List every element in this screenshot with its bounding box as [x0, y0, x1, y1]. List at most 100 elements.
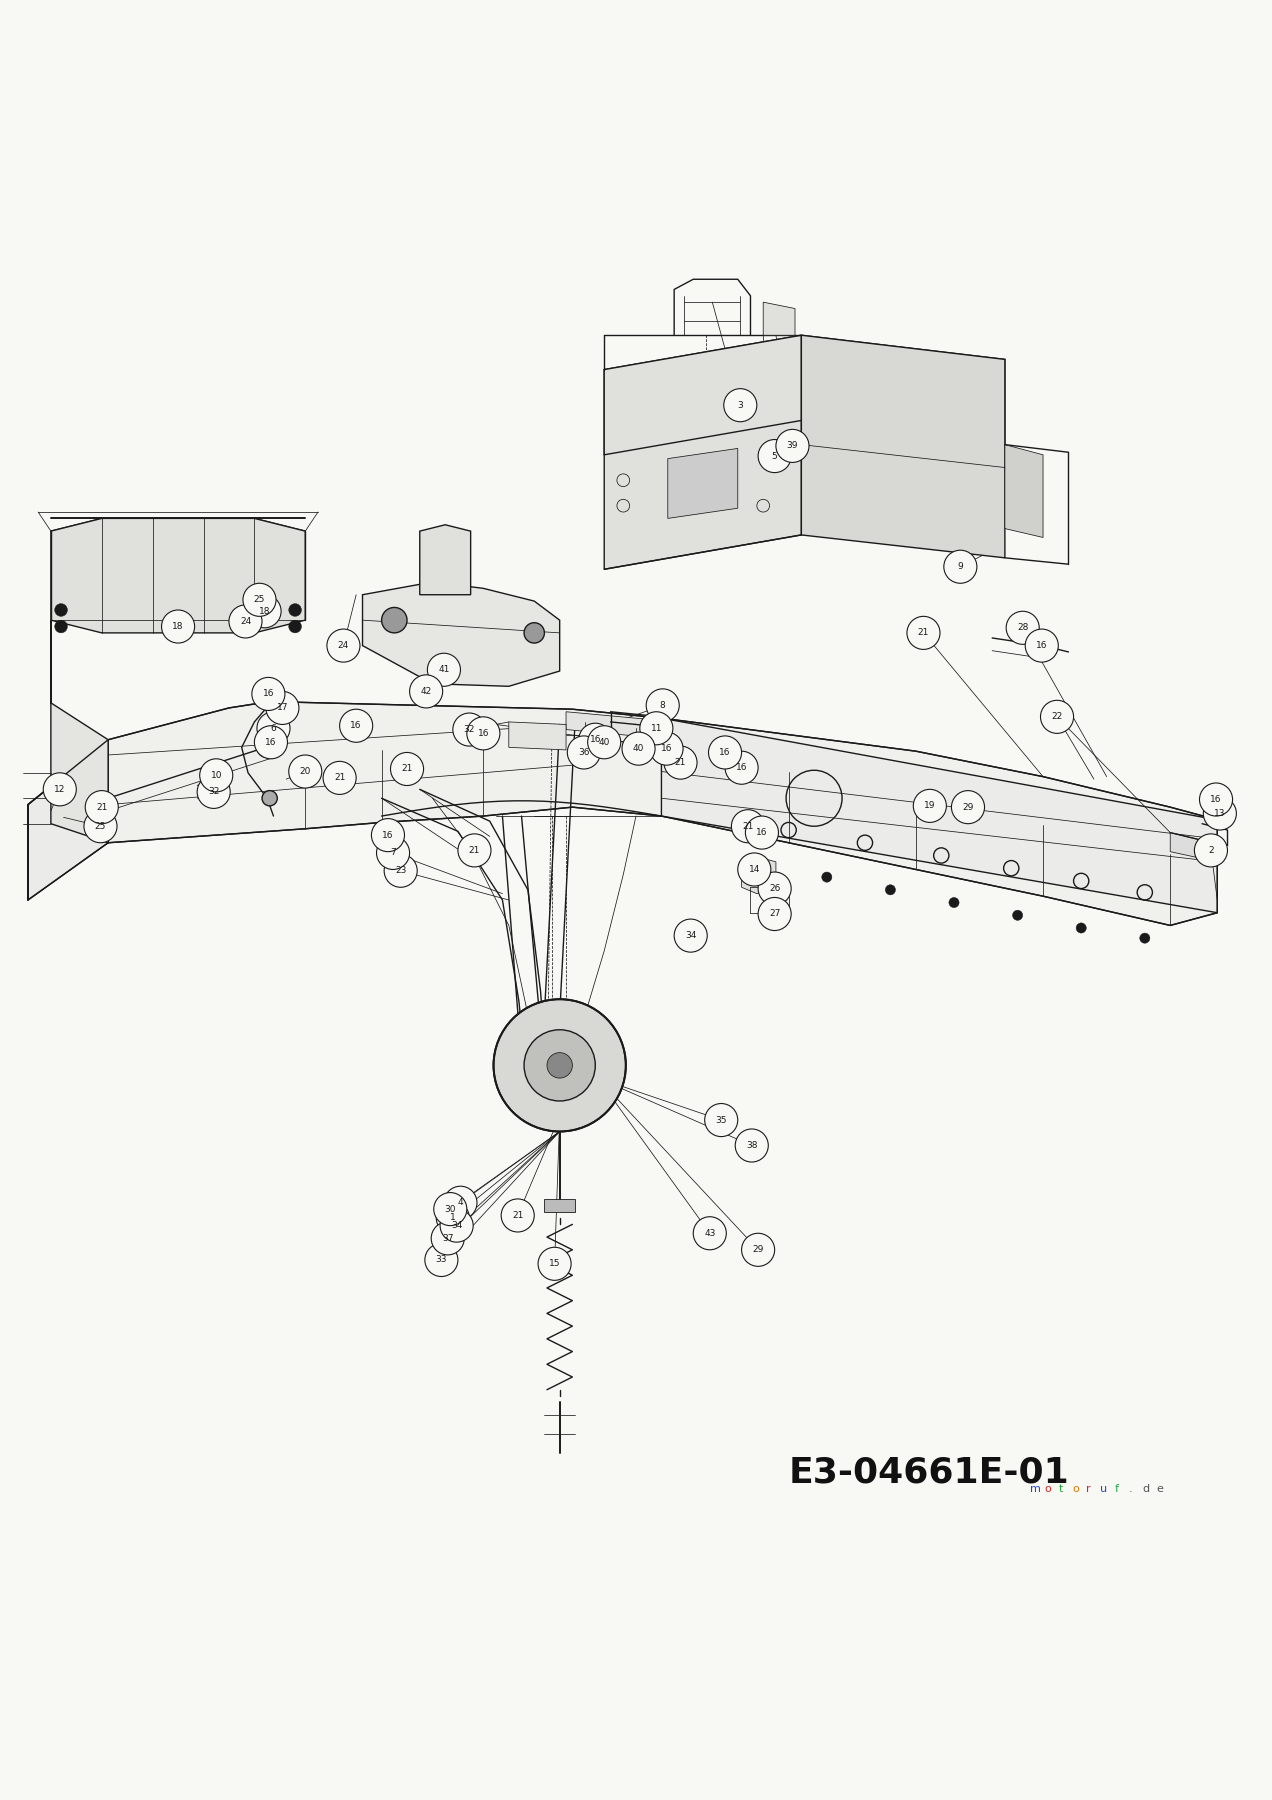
Circle shape — [431, 1222, 464, 1255]
Text: e: e — [1156, 1483, 1163, 1494]
Circle shape — [1013, 911, 1023, 920]
Text: o: o — [1072, 1483, 1079, 1494]
Polygon shape — [28, 740, 108, 900]
Circle shape — [162, 610, 195, 643]
Circle shape — [1199, 783, 1233, 815]
Circle shape — [289, 603, 301, 616]
Circle shape — [640, 711, 673, 745]
Text: 16: 16 — [719, 749, 731, 758]
Text: 27: 27 — [770, 909, 780, 918]
Text: 25: 25 — [95, 823, 106, 832]
Text: 24: 24 — [338, 641, 349, 650]
Circle shape — [1194, 833, 1227, 868]
Circle shape — [822, 871, 832, 882]
Circle shape — [709, 736, 742, 769]
Circle shape — [1006, 612, 1039, 644]
Text: 40: 40 — [599, 738, 609, 747]
Polygon shape — [108, 702, 1217, 925]
Text: 16: 16 — [477, 729, 490, 738]
Circle shape — [340, 709, 373, 742]
Circle shape — [254, 725, 287, 760]
Circle shape — [1035, 639, 1048, 652]
Text: 18: 18 — [258, 607, 271, 616]
Circle shape — [1140, 932, 1150, 943]
Text: 9: 9 — [958, 562, 963, 571]
Circle shape — [567, 736, 600, 769]
Text: 19: 19 — [923, 801, 936, 810]
Text: 16: 16 — [735, 763, 748, 772]
Text: 33: 33 — [435, 1255, 448, 1264]
Circle shape — [588, 725, 621, 760]
Circle shape — [85, 790, 118, 824]
Circle shape — [377, 837, 410, 869]
Circle shape — [724, 389, 757, 421]
Circle shape — [664, 745, 697, 779]
Text: 18: 18 — [172, 623, 184, 632]
Circle shape — [705, 1103, 738, 1136]
Bar — [544, 1199, 575, 1211]
Polygon shape — [509, 722, 566, 751]
Polygon shape — [420, 526, 471, 594]
Text: 15: 15 — [548, 1260, 561, 1269]
Text: 16: 16 — [265, 738, 277, 747]
Text: 32: 32 — [209, 787, 219, 796]
Circle shape — [776, 430, 809, 463]
Text: r: r — [1086, 1483, 1091, 1494]
Text: 6: 6 — [271, 724, 276, 733]
Text: 21: 21 — [335, 774, 345, 783]
Text: 25: 25 — [254, 596, 265, 605]
Circle shape — [434, 1193, 467, 1226]
Circle shape — [738, 853, 771, 886]
Circle shape — [1040, 700, 1074, 733]
Circle shape — [350, 720, 363, 733]
Polygon shape — [566, 711, 649, 738]
Circle shape — [949, 898, 959, 907]
Circle shape — [951, 790, 985, 824]
Text: 41: 41 — [439, 666, 449, 675]
Circle shape — [55, 603, 67, 616]
Circle shape — [538, 1247, 571, 1280]
Circle shape — [444, 1186, 477, 1219]
Text: 14: 14 — [749, 866, 759, 875]
Text: u: u — [1100, 1483, 1108, 1494]
Circle shape — [467, 716, 500, 751]
Text: 36: 36 — [577, 749, 590, 758]
Text: 21: 21 — [675, 758, 686, 767]
Circle shape — [229, 605, 262, 637]
Polygon shape — [801, 335, 1005, 558]
Circle shape — [289, 621, 301, 634]
Text: f: f — [1114, 1483, 1118, 1494]
Circle shape — [758, 871, 791, 905]
Circle shape — [477, 727, 490, 740]
Polygon shape — [668, 448, 738, 518]
Circle shape — [660, 742, 673, 754]
Text: 12: 12 — [55, 785, 65, 794]
Polygon shape — [661, 718, 1217, 913]
Circle shape — [289, 754, 322, 788]
Text: 29: 29 — [753, 1246, 763, 1255]
Text: 21: 21 — [97, 803, 107, 812]
Text: 16: 16 — [382, 830, 394, 839]
Circle shape — [1025, 628, 1058, 662]
Text: 5: 5 — [772, 452, 777, 461]
Polygon shape — [1005, 445, 1043, 538]
Circle shape — [650, 733, 683, 765]
Text: 21: 21 — [469, 846, 480, 855]
Circle shape — [731, 810, 764, 842]
Circle shape — [579, 724, 612, 756]
Circle shape — [252, 677, 285, 711]
Text: 42: 42 — [421, 688, 431, 697]
Circle shape — [589, 733, 602, 745]
Polygon shape — [604, 335, 801, 569]
Text: 17: 17 — [276, 704, 289, 713]
Polygon shape — [363, 581, 560, 686]
Circle shape — [327, 628, 360, 662]
Text: 40: 40 — [633, 743, 644, 752]
Text: 3: 3 — [738, 401, 743, 410]
Circle shape — [524, 623, 544, 643]
Circle shape — [382, 828, 394, 841]
Circle shape — [501, 1199, 534, 1231]
Text: 10: 10 — [210, 770, 223, 779]
Text: 8: 8 — [660, 700, 665, 709]
Circle shape — [262, 790, 277, 806]
